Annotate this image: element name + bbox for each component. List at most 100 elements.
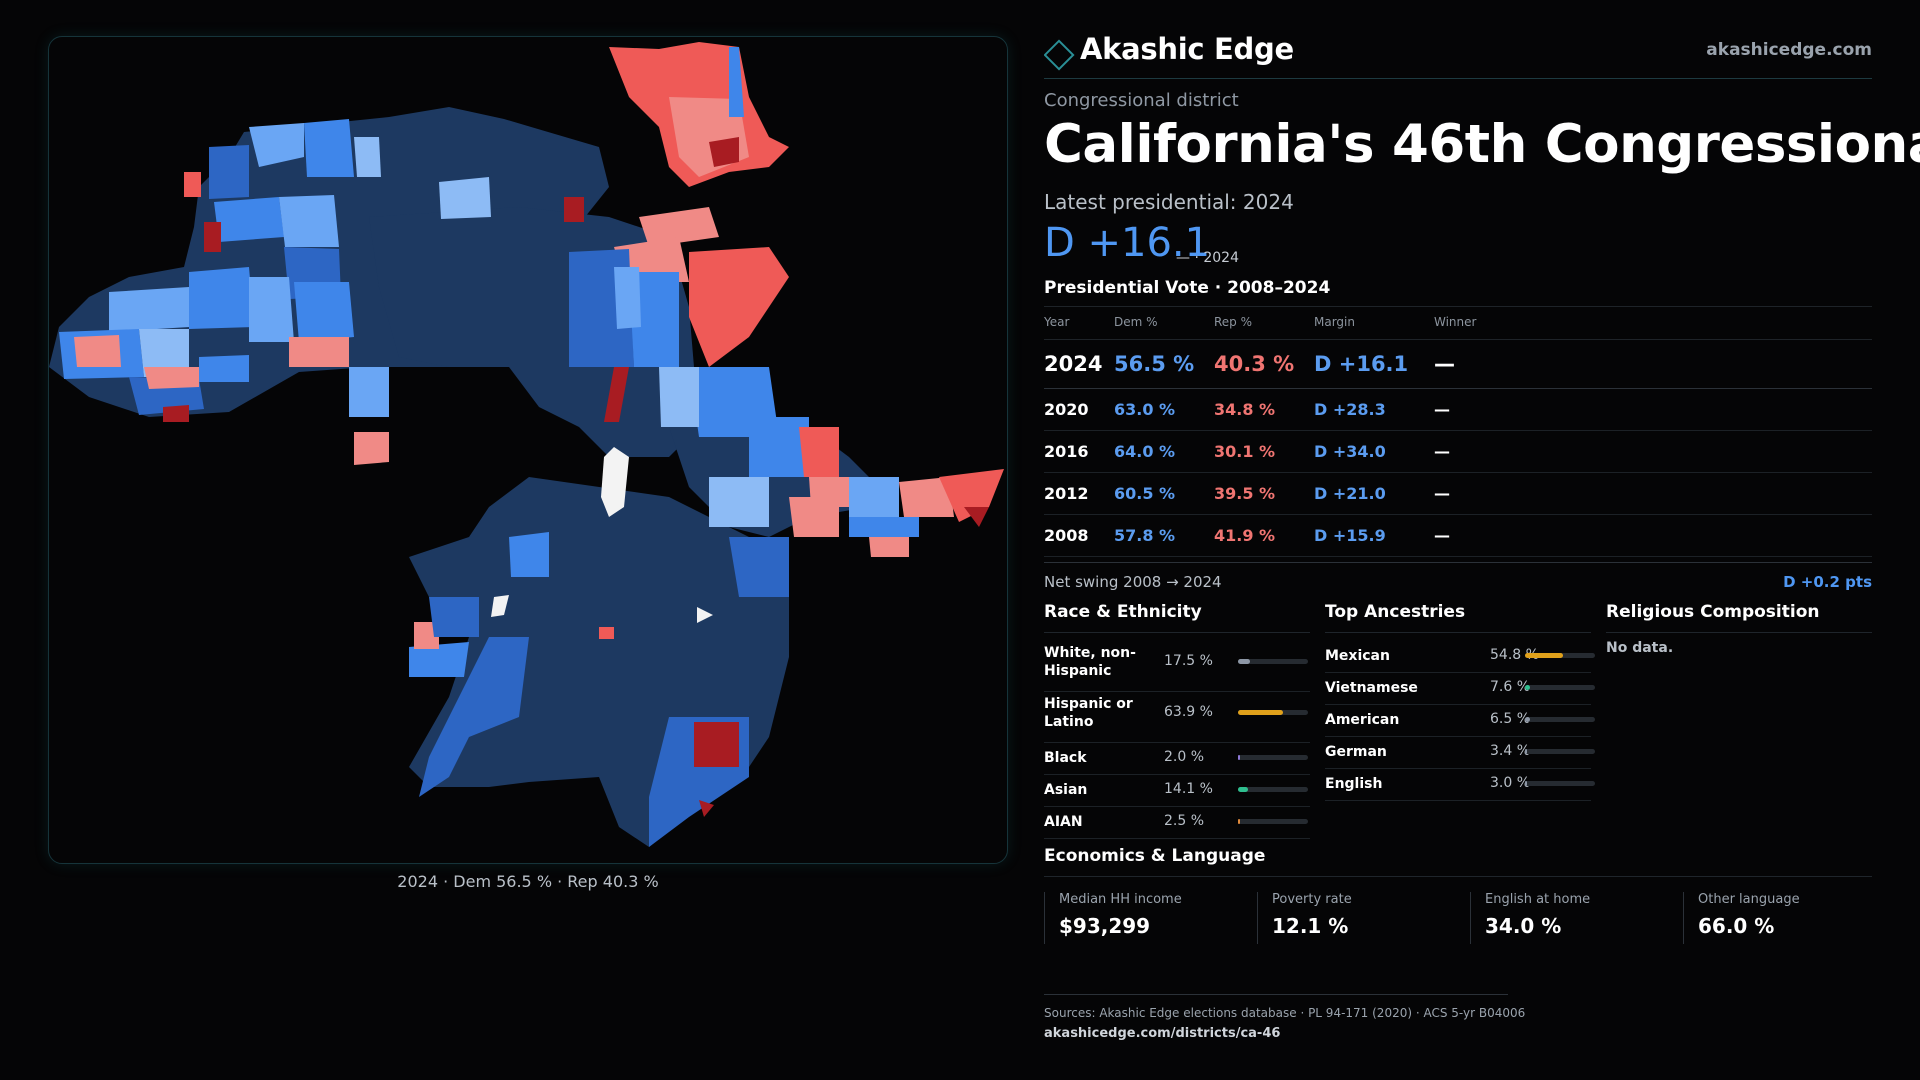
list-item: English 3.0 % bbox=[1325, 768, 1595, 801]
header-margin: Margin bbox=[1314, 315, 1355, 329]
row-winner: — bbox=[1434, 484, 1450, 503]
map-rep-mid-e4 bbox=[799, 427, 839, 477]
map-rep-strong-w1 bbox=[204, 222, 221, 252]
map-dem-light-w1 bbox=[279, 195, 339, 247]
map-dem-bright-e10 bbox=[849, 517, 919, 537]
map-dem-light-e6 bbox=[849, 477, 899, 517]
map-rep-mid-e8 bbox=[939, 469, 1004, 522]
source-url-link[interactable]: akashicedge.com/districts/ca-46 bbox=[1044, 1026, 1281, 1041]
item-percent: 2.0 % bbox=[1164, 749, 1205, 765]
row-rep: 39.5 % bbox=[1214, 484, 1276, 503]
row-year: 2020 bbox=[1044, 400, 1089, 419]
row-margin: D +16.1 bbox=[1314, 352, 1409, 376]
cursor-icon bbox=[697, 607, 713, 623]
divider bbox=[1044, 876, 1872, 877]
item-bar-fill bbox=[1525, 749, 1528, 754]
brand-url-link[interactable]: akashicedge.com bbox=[1706, 40, 1872, 60]
item-bar-fill bbox=[1238, 659, 1251, 664]
item-bar-track bbox=[1525, 749, 1595, 754]
latest-margin-sub: — · 2024 bbox=[1176, 250, 1239, 266]
row-rep: 34.8 % bbox=[1214, 400, 1276, 419]
map-rep-strong-s10 bbox=[699, 800, 714, 817]
net-swing-row: Net swing 2008 → 2024 D +0.2 pts bbox=[1044, 562, 1872, 599]
map-dem-pale-c6 bbox=[659, 367, 699, 427]
divider bbox=[1044, 994, 1508, 995]
econ-label: English at home bbox=[1485, 892, 1591, 907]
map-rep-light-e11 bbox=[869, 537, 909, 557]
presidential-vote-table: Year Dem % Rep % Margin Winner 2024 56.5… bbox=[1044, 306, 1872, 557]
row-rep: 30.1 % bbox=[1214, 442, 1276, 461]
economics-language-title: Economics & Language bbox=[1044, 846, 1266, 866]
map-dem-light-w8 bbox=[349, 367, 389, 417]
item-label: White, non-Hispanic bbox=[1044, 645, 1136, 679]
diamond-logo-icon bbox=[1044, 39, 1075, 71]
item-bar-fill bbox=[1525, 685, 1531, 690]
table-row: 2020 63.0 % 34.8 % D +28.3 — bbox=[1044, 389, 1872, 431]
item-label: Mexican bbox=[1325, 648, 1390, 664]
map-rep-mid-c4 bbox=[689, 247, 789, 367]
econ-median-income: Median HH income $93,299 bbox=[1044, 892, 1241, 944]
district-map[interactable] bbox=[48, 36, 1008, 864]
item-label: Vietnamese bbox=[1325, 680, 1418, 696]
precinct-map-svg[interactable] bbox=[49, 37, 1007, 863]
divider bbox=[1044, 632, 1310, 633]
table-row: 2016 64.0 % 30.1 % D +34.0 — bbox=[1044, 431, 1872, 473]
econ-label: Poverty rate bbox=[1272, 892, 1352, 907]
item-percent: 2.5 % bbox=[1164, 813, 1205, 829]
row-rep: 41.9 % bbox=[1214, 526, 1276, 545]
map-dem-light-nw bbox=[249, 123, 304, 167]
map-rep-light-e5 bbox=[789, 497, 839, 537]
net-swing-value: D +0.2 pts bbox=[1783, 573, 1872, 591]
econ-other-language: Other language 66.0 % bbox=[1683, 892, 1880, 944]
econ-value: 66.0 % bbox=[1698, 914, 1775, 938]
district-profile: Akashic Edge akashicedge.com Congression… bbox=[1044, 0, 1920, 1080]
table-header: Year Dem % Rep % Margin Winner bbox=[1044, 306, 1872, 340]
econ-english-at-home: English at home 34.0 % bbox=[1470, 892, 1667, 944]
map-river bbox=[601, 447, 629, 517]
map-rep-light-w1 bbox=[289, 337, 349, 367]
row-dem: 64.0 % bbox=[1114, 442, 1176, 461]
item-percent: 7.6 % bbox=[1490, 679, 1531, 695]
item-bar-track bbox=[1238, 819, 1308, 824]
item-percent: 63.9 % bbox=[1164, 704, 1213, 720]
map-dem-mid-s1 bbox=[729, 537, 789, 597]
map-dem-mid-nw bbox=[209, 145, 249, 199]
map-rep-strong-e9 bbox=[964, 507, 989, 527]
item-percent: 17.5 % bbox=[1164, 653, 1213, 669]
map-rep-strong-n bbox=[709, 137, 739, 167]
divider bbox=[1606, 632, 1872, 633]
econ-label: Other language bbox=[1698, 892, 1800, 907]
item-label: German bbox=[1325, 744, 1387, 760]
econ-value: $93,299 bbox=[1059, 914, 1151, 938]
list-item: Asian 14.1 % bbox=[1044, 774, 1310, 807]
list-item: AIAN 2.5 % bbox=[1044, 806, 1310, 839]
row-year: 2012 bbox=[1044, 484, 1089, 503]
map-dem-bright-e1 bbox=[749, 417, 809, 477]
brand-name[interactable]: Akashic Edge bbox=[1080, 32, 1294, 66]
map-rep-strong-s8 bbox=[694, 722, 739, 767]
row-dem: 56.5 % bbox=[1114, 352, 1195, 376]
item-label: Black bbox=[1044, 750, 1087, 766]
header-dem: Dem % bbox=[1114, 315, 1158, 329]
map-dem-bright-s3 bbox=[409, 642, 469, 677]
race-ethnicity-title: Race & Ethnicity bbox=[1044, 602, 1202, 622]
item-bar-fill bbox=[1238, 755, 1240, 760]
row-margin: D +28.3 bbox=[1314, 400, 1386, 419]
item-bar-track bbox=[1238, 755, 1308, 760]
header-winner: Winner bbox=[1434, 315, 1477, 329]
row-year: 2016 bbox=[1044, 442, 1089, 461]
religious-composition-title: Religious Composition bbox=[1606, 602, 1820, 622]
map-rep-mid-w3 bbox=[184, 172, 201, 197]
header-year: Year bbox=[1044, 315, 1070, 329]
list-item: Vietnamese 7.6 % bbox=[1325, 672, 1595, 705]
row-winner: — bbox=[1434, 526, 1450, 545]
list-item: Hispanic or Latino 63.9 % bbox=[1044, 691, 1310, 743]
map-water-s11 bbox=[491, 595, 509, 617]
row-winner: — bbox=[1434, 442, 1450, 461]
econ-label: Median HH income bbox=[1059, 892, 1182, 907]
row-margin: D +15.9 bbox=[1314, 526, 1386, 545]
map-dem-light-w5 bbox=[249, 277, 294, 342]
row-margin: D +21.0 bbox=[1314, 484, 1386, 503]
latest-margin: D +16.1 bbox=[1044, 220, 1211, 266]
item-bar-track bbox=[1525, 717, 1595, 722]
